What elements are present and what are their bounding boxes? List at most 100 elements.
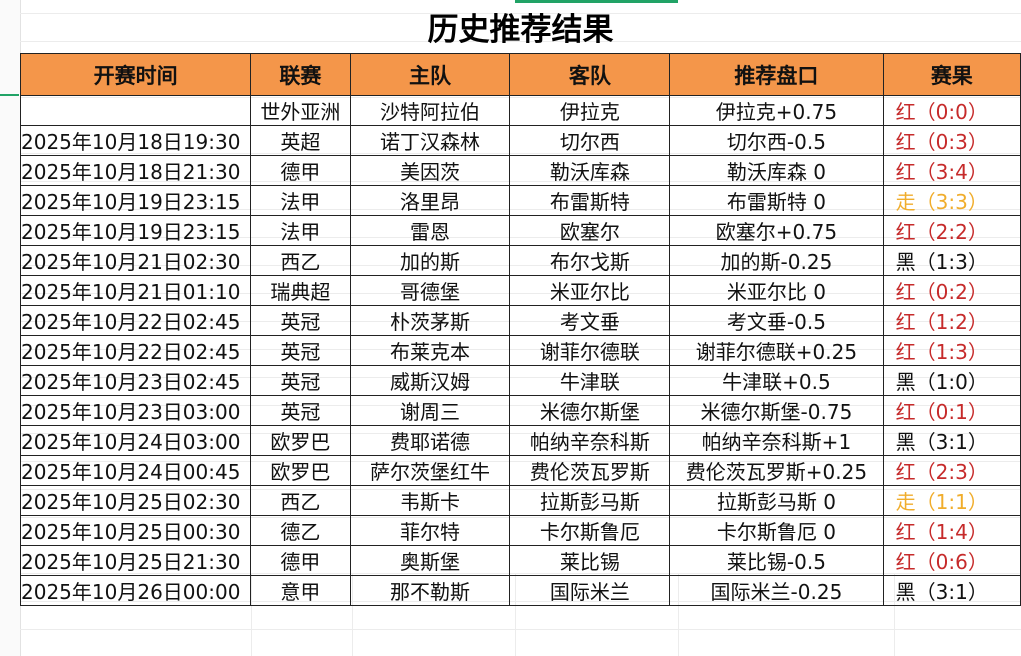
cell-result[interactable]: 黑（1:3） xyxy=(882,245,1021,276)
cell-league[interactable]: 欧罗巴 xyxy=(250,455,351,486)
cell-result[interactable]: 红（0:0） xyxy=(882,95,1021,126)
cell-league[interactable]: 欧罗巴 xyxy=(250,425,351,456)
cell-result[interactable]: 走（3:3） xyxy=(882,185,1021,216)
cell-home[interactable]: 洛里昂 xyxy=(349,185,511,216)
cell-league[interactable]: 意甲 xyxy=(250,575,351,606)
cell-pick[interactable]: 莱比锡-0.5 xyxy=(669,545,884,576)
cell-result[interactable]: 黑（3:1） xyxy=(882,425,1021,456)
cell-away[interactable]: 帕纳辛奈科斯 xyxy=(509,425,671,456)
cell-league[interactable]: 世外亚洲 xyxy=(250,95,351,126)
cell-home[interactable]: 布莱克本 xyxy=(349,335,511,366)
cell-time[interactable]: 2025年10月21日02:30 xyxy=(19,245,252,276)
cell-pick[interactable]: 切尔西-0.5 xyxy=(669,125,884,156)
cell-away[interactable]: 谢菲尔德联 xyxy=(509,335,671,366)
cell-league[interactable]: 法甲 xyxy=(250,215,351,246)
cell-time[interactable]: 2025年10月26日00:00 xyxy=(19,575,252,606)
header-away[interactable]: 客队 xyxy=(509,53,671,96)
cell-league[interactable]: 德甲 xyxy=(250,545,351,576)
header-pick[interactable]: 推荐盘口 xyxy=(669,53,884,96)
cell-result[interactable]: 红（2:2） xyxy=(882,215,1021,246)
cell-time[interactable]: 2025年10月22日02:45 xyxy=(19,305,252,336)
cell-pick[interactable]: 勒沃库森 0 xyxy=(669,155,884,186)
cell-result[interactable]: 红（0:3） xyxy=(882,125,1021,156)
cell-pick[interactable]: 拉斯彭马斯 0 xyxy=(669,485,884,516)
cell-home[interactable]: 费耶诺德 xyxy=(349,425,511,456)
cell-away[interactable]: 切尔西 xyxy=(509,125,671,156)
cell-time[interactable]: 2025年10月24日00:45 xyxy=(19,455,252,486)
cell-result[interactable]: 红（1:3） xyxy=(882,335,1021,366)
cell-league[interactable]: 英超 xyxy=(250,125,351,156)
cell-league[interactable]: 法甲 xyxy=(250,185,351,216)
cell-time[interactable]: 2025年10月19日23:15 xyxy=(19,215,252,246)
header-time[interactable]: 开赛时间 xyxy=(19,53,252,96)
cell-home[interactable]: 诺丁汉森林 xyxy=(349,125,511,156)
cell-league[interactable]: 西乙 xyxy=(250,485,351,516)
cell-away[interactable]: 布雷斯特 xyxy=(509,185,671,216)
cell-league[interactable]: 德甲 xyxy=(250,155,351,186)
cell-home[interactable]: 哥德堡 xyxy=(349,275,511,306)
cell-pick[interactable]: 欧塞尔+0.75 xyxy=(669,215,884,246)
cell-home[interactable]: 沙特阿拉伯 xyxy=(349,95,511,126)
cell-away[interactable]: 伊拉克 xyxy=(509,95,671,126)
cell-result[interactable]: 红（0:2） xyxy=(882,275,1021,306)
cell-pick[interactable]: 考文垂-0.5 xyxy=(669,305,884,336)
cell-result[interactable]: 黑（1:0） xyxy=(882,365,1021,396)
cell-home[interactable]: 朴茨茅斯 xyxy=(349,305,511,336)
cell-league[interactable]: 瑞典超 xyxy=(250,275,351,306)
cell-league[interactable]: 英冠 xyxy=(250,335,351,366)
cell-home[interactable]: 加的斯 xyxy=(349,245,511,276)
cell-away[interactable]: 欧塞尔 xyxy=(509,215,671,246)
cell-away[interactable]: 卡尔斯鲁厄 xyxy=(509,515,671,546)
cell-league[interactable]: 德乙 xyxy=(250,515,351,546)
cell-pick[interactable]: 帕纳辛奈科斯+1 xyxy=(669,425,884,456)
header-result[interactable]: 赛果 xyxy=(882,53,1021,96)
header-home[interactable]: 主队 xyxy=(349,53,511,96)
cell-pick[interactable]: 布雷斯特 0 xyxy=(669,185,884,216)
cell-away[interactable]: 国际米兰 xyxy=(509,575,671,606)
cell-home[interactable]: 谢周三 xyxy=(349,395,511,426)
cell-time[interactable]: 2025年10月18日19:30 xyxy=(19,125,252,156)
cell-time[interactable]: 2025年10月19日23:15 xyxy=(19,185,252,216)
cell-pick[interactable]: 牛津联+0.5 xyxy=(669,365,884,396)
cell-result[interactable]: 红（2:3） xyxy=(882,455,1021,486)
cell-time[interactable]: 2025年10月25日02:30 xyxy=(19,485,252,516)
cell-time[interactable]: 2025年10月22日02:45 xyxy=(19,335,252,366)
cell-time[interactable]: 2025年10月18日21:30 xyxy=(19,155,252,186)
cell-pick[interactable]: 费伦茨瓦罗斯+0.25 xyxy=(669,455,884,486)
cell-home[interactable]: 奥斯堡 xyxy=(349,545,511,576)
cell-pick[interactable]: 加的斯-0.25 xyxy=(669,245,884,276)
cell-away[interactable]: 米亚尔比 xyxy=(509,275,671,306)
cell-league[interactable]: 英冠 xyxy=(250,365,351,396)
cell-away[interactable]: 牛津联 xyxy=(509,365,671,396)
cell-away[interactable]: 拉斯彭马斯 xyxy=(509,485,671,516)
cell-pick[interactable]: 米亚尔比 0 xyxy=(669,275,884,306)
cell-home[interactable]: 美因茨 xyxy=(349,155,511,186)
cell-time[interactable]: 2025年10月24日03:00 xyxy=(19,425,252,456)
cell-home[interactable]: 菲尔特 xyxy=(349,515,511,546)
cell-home[interactable]: 威斯汉姆 xyxy=(349,365,511,396)
cell-result[interactable]: 红（0:1） xyxy=(882,395,1021,426)
cell-result[interactable]: 红（1:4） xyxy=(882,515,1021,546)
cell-home[interactable]: 萨尔茨堡红牛 xyxy=(349,455,511,486)
cell-away[interactable]: 考文垂 xyxy=(509,305,671,336)
cell-time[interactable] xyxy=(19,95,252,126)
cell-league[interactable]: 西乙 xyxy=(250,245,351,276)
cell-away[interactable]: 米德尔斯堡 xyxy=(509,395,671,426)
cell-result[interactable]: 红（3:4） xyxy=(882,155,1021,186)
cell-result[interactable]: 红（0:6） xyxy=(882,545,1021,576)
cell-league[interactable]: 英冠 xyxy=(250,305,351,336)
cell-time[interactable]: 2025年10月25日21:30 xyxy=(19,545,252,576)
header-league[interactable]: 联赛 xyxy=(250,53,351,96)
cell-away[interactable]: 费伦茨瓦罗斯 xyxy=(509,455,671,486)
cell-result[interactable]: 黑（3:1） xyxy=(882,575,1021,606)
cell-home[interactable]: 韦斯卡 xyxy=(349,485,511,516)
cell-away[interactable]: 莱比锡 xyxy=(509,545,671,576)
cell-pick[interactable]: 国际米兰-0.25 xyxy=(669,575,884,606)
cell-time[interactable]: 2025年10月25日00:30 xyxy=(19,515,252,546)
cell-league[interactable]: 英冠 xyxy=(250,395,351,426)
cell-home[interactable]: 那不勒斯 xyxy=(349,575,511,606)
cell-pick[interactable]: 伊拉克+0.75 xyxy=(669,95,884,126)
cell-home[interactable]: 雷恩 xyxy=(349,215,511,246)
cell-away[interactable]: 布尔戈斯 xyxy=(509,245,671,276)
cell-away[interactable]: 勒沃库森 xyxy=(509,155,671,186)
